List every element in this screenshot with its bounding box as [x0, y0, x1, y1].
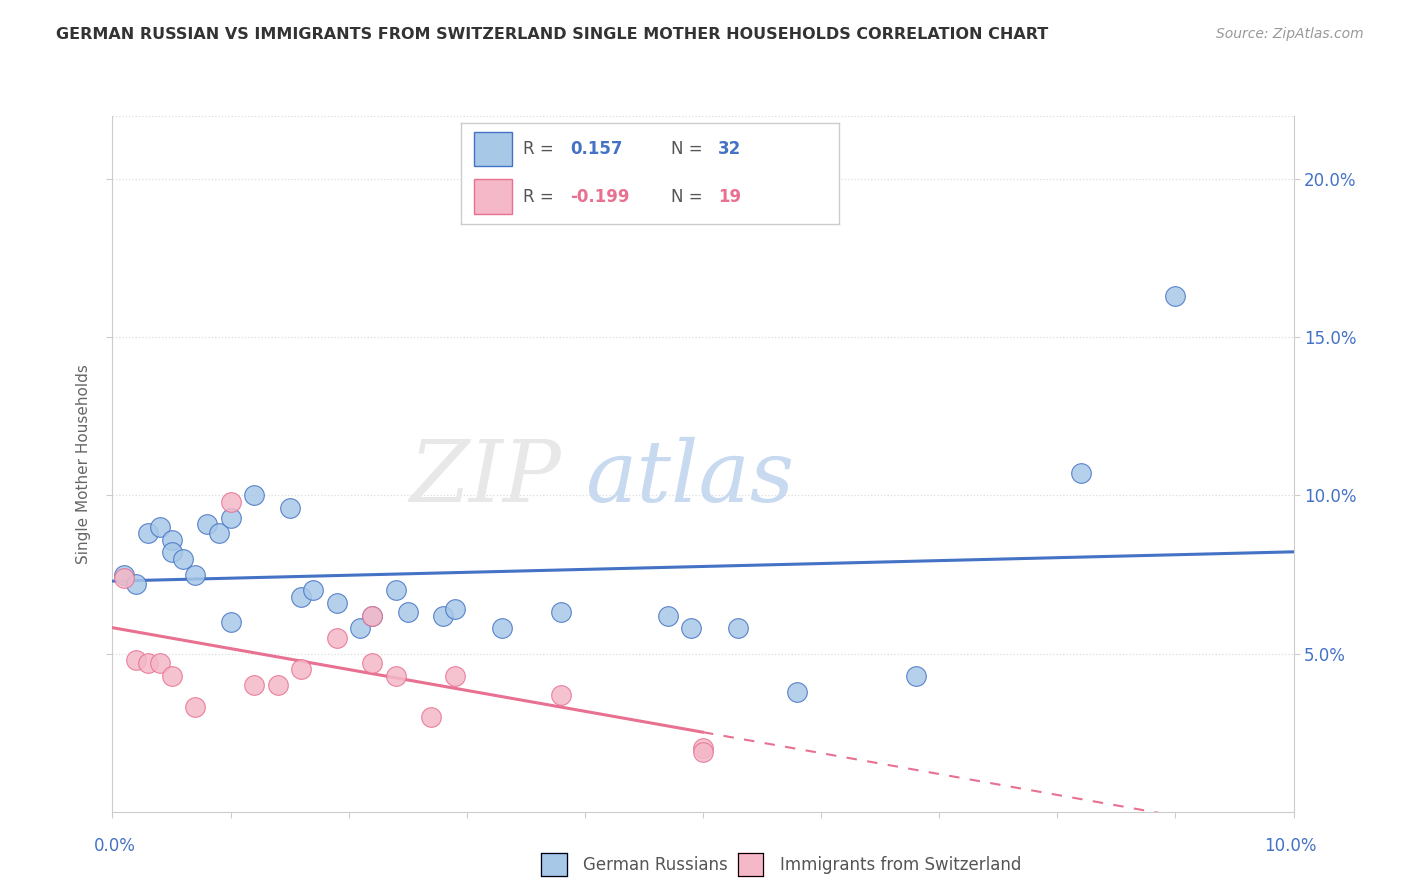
Text: ZIP: ZIP [409, 436, 561, 519]
Point [160, 533, 183, 547]
Point [692, 741, 714, 756]
Point [290, 590, 312, 604]
Point [160, 545, 183, 559]
Y-axis label: Single Mother Households: Single Mother Households [76, 364, 91, 564]
Point [125, 577, 148, 591]
Text: 0.0%: 0.0% [94, 837, 136, 855]
Point [361, 608, 384, 623]
Point [550, 688, 572, 702]
Point [136, 656, 159, 670]
Text: atlas: atlas [585, 436, 794, 519]
Point [349, 621, 371, 635]
Point [219, 615, 242, 629]
Point [149, 656, 172, 670]
Point [385, 583, 408, 598]
Point [385, 669, 408, 683]
Point [396, 606, 419, 620]
Text: Source: ZipAtlas.com: Source: ZipAtlas.com [1216, 27, 1364, 41]
Point [136, 526, 159, 541]
Point [208, 526, 231, 541]
Point [172, 551, 194, 566]
Point [278, 501, 301, 516]
Point [1164, 289, 1187, 303]
Point [302, 583, 325, 598]
Point [195, 516, 218, 531]
Point [681, 621, 703, 635]
Point [326, 631, 349, 645]
Point [692, 745, 714, 759]
Point [125, 653, 148, 667]
Point [727, 621, 749, 635]
Point [112, 571, 135, 585]
Point [420, 710, 443, 724]
Point [219, 495, 242, 509]
Text: German Russians: German Russians [583, 856, 728, 874]
Point [243, 678, 266, 692]
Point [184, 700, 207, 714]
Point [160, 669, 183, 683]
Point [361, 656, 384, 670]
Point [361, 608, 384, 623]
Text: Immigrants from Switzerland: Immigrants from Switzerland [780, 856, 1022, 874]
Point [444, 669, 467, 683]
Point [267, 678, 290, 692]
Point [1070, 467, 1092, 481]
Text: GERMAN RUSSIAN VS IMMIGRANTS FROM SWITZERLAND SINGLE MOTHER HOUSEHOLDS CORRELATI: GERMAN RUSSIAN VS IMMIGRANTS FROM SWITZE… [56, 27, 1049, 42]
Point [444, 602, 467, 616]
Point [290, 662, 312, 676]
Point [184, 567, 207, 582]
Point [149, 520, 172, 534]
Point [491, 621, 513, 635]
Text: 10.0%: 10.0% [1264, 837, 1317, 855]
Point [243, 488, 266, 502]
Point [219, 510, 242, 524]
Point [550, 606, 572, 620]
Point [112, 567, 135, 582]
Point [432, 608, 454, 623]
Point [904, 669, 927, 683]
Point [657, 608, 679, 623]
Point [326, 596, 349, 610]
Point [786, 684, 808, 698]
